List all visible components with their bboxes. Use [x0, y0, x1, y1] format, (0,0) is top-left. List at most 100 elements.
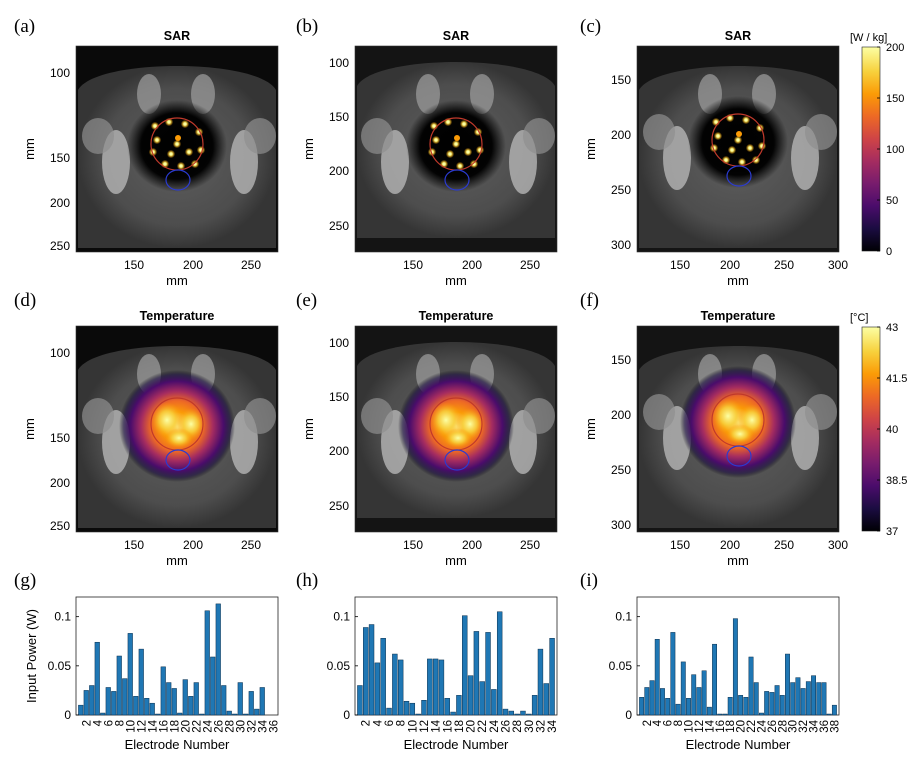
- y-tick-label: 200: [50, 476, 70, 490]
- colorbar-tick-label: 50: [886, 195, 898, 207]
- x-tick-label: 34: [547, 719, 559, 732]
- bar: [706, 706, 712, 716]
- sar-hotspot-core: [163, 162, 167, 166]
- x-axis-label: mm: [727, 273, 749, 288]
- bar: [639, 697, 645, 716]
- pubic-bone-left: [137, 74, 161, 114]
- sar-hotspot-core: [466, 150, 470, 154]
- bar: [403, 700, 410, 716]
- y-tick-label: 200: [329, 164, 349, 178]
- x-tick-label: 250: [241, 538, 261, 552]
- bar: [779, 695, 785, 716]
- x-tick-label: 32: [246, 720, 258, 733]
- bar: [89, 685, 95, 716]
- bar: [456, 695, 462, 716]
- panel-label: (g): [14, 570, 36, 591]
- panel-label: (h): [296, 570, 318, 591]
- x-tick-label: 2: [642, 720, 654, 726]
- bar: [386, 707, 392, 716]
- x-tick-label: 16: [442, 720, 454, 733]
- bar: [83, 690, 89, 716]
- ischium-left: [643, 114, 675, 150]
- x-tick-label: 250: [241, 258, 261, 272]
- bar: [166, 682, 172, 716]
- bar: [537, 648, 544, 716]
- ischium-left: [82, 118, 114, 154]
- bar: [160, 666, 166, 716]
- sar-hotspot-core: [155, 138, 159, 142]
- ischium-right: [244, 118, 276, 154]
- bar: [199, 713, 205, 716]
- bar: [670, 632, 676, 716]
- bar: [644, 687, 650, 716]
- y-tick-label: 300: [611, 518, 631, 532]
- sar-hotspot-core: [454, 142, 458, 146]
- colorbar-unit: [°C]: [850, 312, 868, 324]
- x-tick-label: 300: [828, 258, 848, 272]
- panel-label: (c): [580, 16, 601, 37]
- panel-border: [636, 45, 840, 253]
- temperature-colorbar: [°C] 43 41.5 40 38.5 37: [850, 312, 907, 538]
- y-tick-label: 150: [50, 431, 70, 445]
- bar: [149, 702, 155, 716]
- y-tick-label: 100: [50, 346, 70, 360]
- bar: [665, 698, 671, 716]
- panel-label: (i): [580, 570, 598, 591]
- x-tick-label: 150: [124, 258, 144, 272]
- sar-hotspot-core: [728, 116, 732, 120]
- rectum-contour: [444, 169, 470, 191]
- x-tick-label: 10: [125, 720, 137, 733]
- panel-label: (f): [580, 290, 599, 311]
- bar: [259, 687, 265, 716]
- x-tick-label: 200: [462, 258, 482, 272]
- bar: [800, 688, 806, 716]
- ischium-left: [361, 398, 393, 434]
- y-tick-label: 150: [329, 110, 349, 124]
- x-tick-label: 200: [720, 538, 740, 552]
- sar-hotspot-core: [724, 158, 728, 162]
- bar: [701, 670, 707, 716]
- bar: [210, 656, 216, 716]
- sar-hotspot-core: [448, 152, 452, 156]
- ischium-right: [523, 118, 555, 154]
- x-tick-label: 10: [407, 720, 419, 733]
- panel-a: (a) SAR 150 200 250 100 150 200 250 mm mm: [14, 16, 279, 288]
- bar: [397, 659, 404, 716]
- sar-hotspot-core: [458, 164, 462, 168]
- ischium-right: [805, 394, 837, 430]
- x-axis-label: mm: [727, 553, 749, 568]
- sar-hotspot-core: [183, 122, 187, 126]
- y-axis-label: mm: [583, 418, 598, 440]
- bar: [675, 703, 681, 716]
- bar: [712, 643, 717, 716]
- x-tick-label: 6: [103, 720, 115, 726]
- panel-border: [75, 45, 279, 253]
- panel-border: [354, 325, 558, 533]
- x-tick-label: 12: [136, 720, 148, 733]
- y-tick-label: 0.1: [54, 610, 71, 624]
- x-axis-label: Electrode Number: [404, 737, 509, 752]
- sar-hotspot-core: [730, 148, 734, 152]
- x-tick-label: 22: [191, 720, 203, 733]
- x-tick-label: 14: [431, 719, 443, 732]
- sar-hotspot-core: [179, 164, 183, 168]
- sar-hotspot-core: [462, 122, 466, 126]
- bar: [226, 710, 232, 716]
- x-tick-label: 300: [828, 538, 848, 552]
- x-tick-label: 150: [124, 538, 144, 552]
- bar: [491, 689, 497, 716]
- bar: [696, 687, 702, 716]
- sar-hotspot-core: [167, 120, 171, 124]
- x-tick-label: 200: [183, 538, 203, 552]
- bar: [649, 680, 655, 716]
- bar: [450, 711, 456, 716]
- bar: [392, 653, 398, 716]
- bar: [691, 674, 697, 716]
- y-tick-label: 250: [50, 239, 70, 253]
- x-tick-label: 34: [257, 719, 269, 732]
- sar-colorbar: [W / kg]200 150 100 50 0: [850, 32, 904, 258]
- rectum-contour: [444, 449, 470, 471]
- bar: [438, 659, 445, 716]
- bar: [717, 713, 723, 716]
- bar-chart-2: (i)00.050.124681012141618202224262830323…: [580, 570, 841, 752]
